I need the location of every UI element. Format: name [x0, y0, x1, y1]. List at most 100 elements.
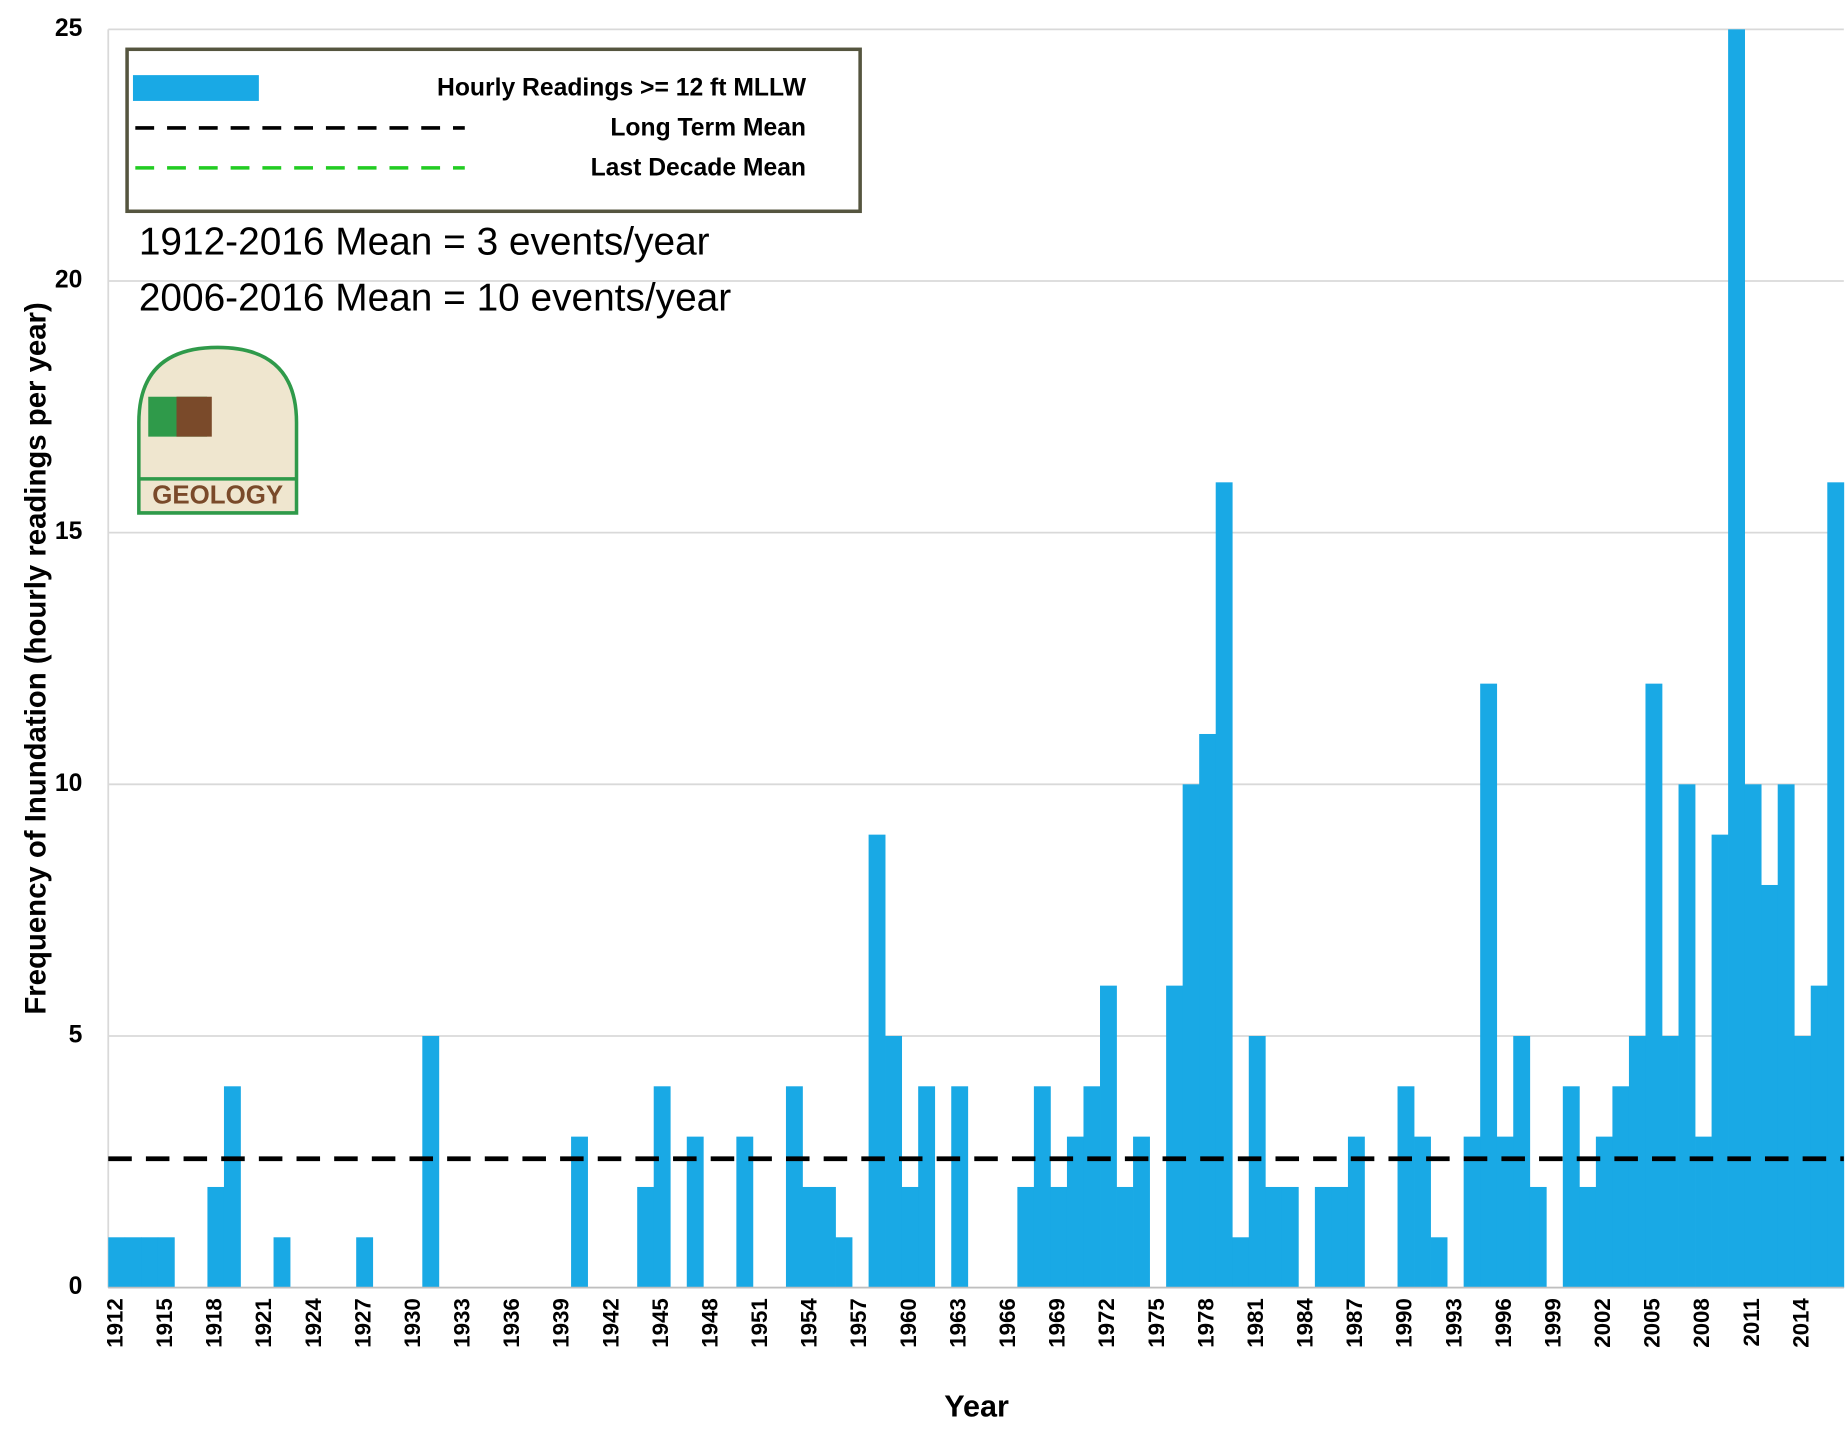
- x-tick-label: 1942: [598, 1298, 623, 1348]
- bar: [901, 1186, 919, 1288]
- y-tick-label: 15: [55, 518, 83, 545]
- bar: [1480, 683, 1498, 1288]
- bar: [1744, 784, 1762, 1288]
- bar: [1050, 1186, 1068, 1288]
- bar: [736, 1136, 754, 1288]
- bar: [422, 1035, 440, 1288]
- bar: [1248, 1035, 1266, 1288]
- x-tick-label: 1957: [846, 1298, 871, 1348]
- bar: [1215, 482, 1233, 1288]
- bar: [273, 1237, 291, 1288]
- x-tick-label: 1963: [945, 1298, 970, 1348]
- y-tick-label: 5: [69, 1022, 83, 1049]
- bar: [1695, 1136, 1712, 1288]
- bar: [951, 1086, 969, 1288]
- bar: [785, 1086, 803, 1288]
- bar: [686, 1136, 704, 1288]
- bar: [1033, 1086, 1051, 1288]
- y-tick-label: 25: [55, 15, 83, 42]
- x-tick-label: 1990: [1392, 1298, 1417, 1348]
- bar: [1513, 1035, 1531, 1288]
- x-tick-label: 2011: [1739, 1298, 1764, 1346]
- x-tick-label: 1993: [1441, 1298, 1466, 1348]
- x-tick-label: 1918: [202, 1298, 227, 1348]
- bar: [1133, 1136, 1150, 1288]
- bar: [1728, 29, 1746, 1288]
- y-tick-label: 20: [55, 267, 82, 294]
- y-tick-label: 10: [55, 770, 82, 797]
- bar: [223, 1086, 241, 1288]
- bar: [157, 1237, 175, 1288]
- x-tick-label: 1924: [301, 1298, 326, 1348]
- bar: [124, 1237, 142, 1288]
- legend-label: Last Decade Mean: [591, 155, 806, 182]
- bar: [108, 1237, 126, 1288]
- x-tick-label: 1930: [400, 1298, 425, 1348]
- bar: [1678, 784, 1696, 1288]
- bar: [207, 1186, 225, 1288]
- bar: [1827, 482, 1845, 1288]
- bar: [1265, 1186, 1283, 1288]
- x-tick-label: 1939: [549, 1298, 574, 1348]
- bar: [1810, 985, 1828, 1288]
- annotation: 1912-2016 Mean = 3 events/year: [139, 220, 710, 263]
- x-tick-label: 1954: [797, 1298, 822, 1348]
- bar: [1414, 1136, 1431, 1288]
- x-tick-label: 1972: [1094, 1298, 1119, 1348]
- bar: [1662, 1035, 1679, 1288]
- x-tick-label: 1921: [251, 1298, 276, 1348]
- bar: [1562, 1086, 1580, 1288]
- bar: [918, 1086, 936, 1288]
- legend-swatch: [132, 75, 259, 101]
- x-tick-label: 1969: [1045, 1298, 1070, 1348]
- bar: [1463, 1136, 1481, 1288]
- y-tick-label: 0: [69, 1273, 83, 1300]
- x-axis-label: Year: [944, 1390, 1009, 1424]
- bar: [868, 834, 886, 1288]
- bar: [1496, 1136, 1514, 1288]
- x-tick-label: 1987: [1342, 1298, 1367, 1348]
- bar: [1777, 784, 1795, 1288]
- x-tick-label: 1951: [747, 1298, 772, 1348]
- bar: [571, 1136, 588, 1288]
- bar: [1612, 1086, 1630, 1288]
- bar: [1628, 1035, 1646, 1288]
- bar: [653, 1086, 671, 1288]
- x-tick-label: 1933: [450, 1298, 475, 1348]
- legend-label: Long Term Mean: [610, 115, 806, 142]
- x-tick-label: 1996: [1491, 1298, 1516, 1348]
- bar: [1083, 1086, 1101, 1288]
- annotation: 2006-2016 Mean = 10 events/year: [139, 277, 731, 320]
- x-tick-label: 1936: [499, 1298, 524, 1348]
- logo-block: [176, 396, 212, 437]
- bar: [1794, 1035, 1812, 1288]
- bar: [1314, 1186, 1332, 1288]
- x-tick-label: 1966: [995, 1298, 1020, 1348]
- bar: [1397, 1086, 1415, 1288]
- bar: [1331, 1186, 1349, 1288]
- bar: [802, 1186, 820, 1288]
- x-tick-label: 1975: [1144, 1298, 1169, 1348]
- x-tick-label: 1912: [102, 1298, 127, 1348]
- x-tick-label: 1981: [1243, 1298, 1268, 1348]
- logo-text: GEOLOGY: [152, 481, 283, 509]
- logo: GEOLOGY: [137, 345, 299, 515]
- x-tick-label: 1960: [896, 1298, 921, 1348]
- bar: [1347, 1136, 1365, 1288]
- bar: [1182, 784, 1200, 1288]
- x-tick-label: 1999: [1540, 1298, 1565, 1348]
- x-tick-label: 2014: [1788, 1298, 1813, 1348]
- bar: [1066, 1136, 1084, 1288]
- bar: [1199, 733, 1217, 1288]
- bar: [1100, 985, 1117, 1288]
- bar: [637, 1186, 655, 1288]
- legend-box: [125, 47, 862, 214]
- y-axis-label: Frequency of Inundation (hourly readings…: [19, 302, 52, 1014]
- x-tick-label: 1927: [350, 1298, 375, 1348]
- bar: [885, 1035, 903, 1288]
- bar: [1232, 1237, 1250, 1288]
- bar: [819, 1186, 836, 1288]
- bar: [1595, 1136, 1613, 1288]
- x-tick-label: 2002: [1590, 1298, 1615, 1348]
